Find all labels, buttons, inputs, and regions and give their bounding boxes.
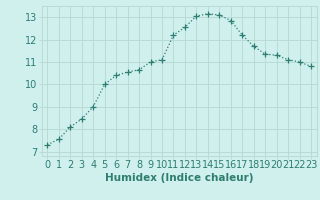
X-axis label: Humidex (Indice chaleur): Humidex (Indice chaleur) [105,173,253,183]
